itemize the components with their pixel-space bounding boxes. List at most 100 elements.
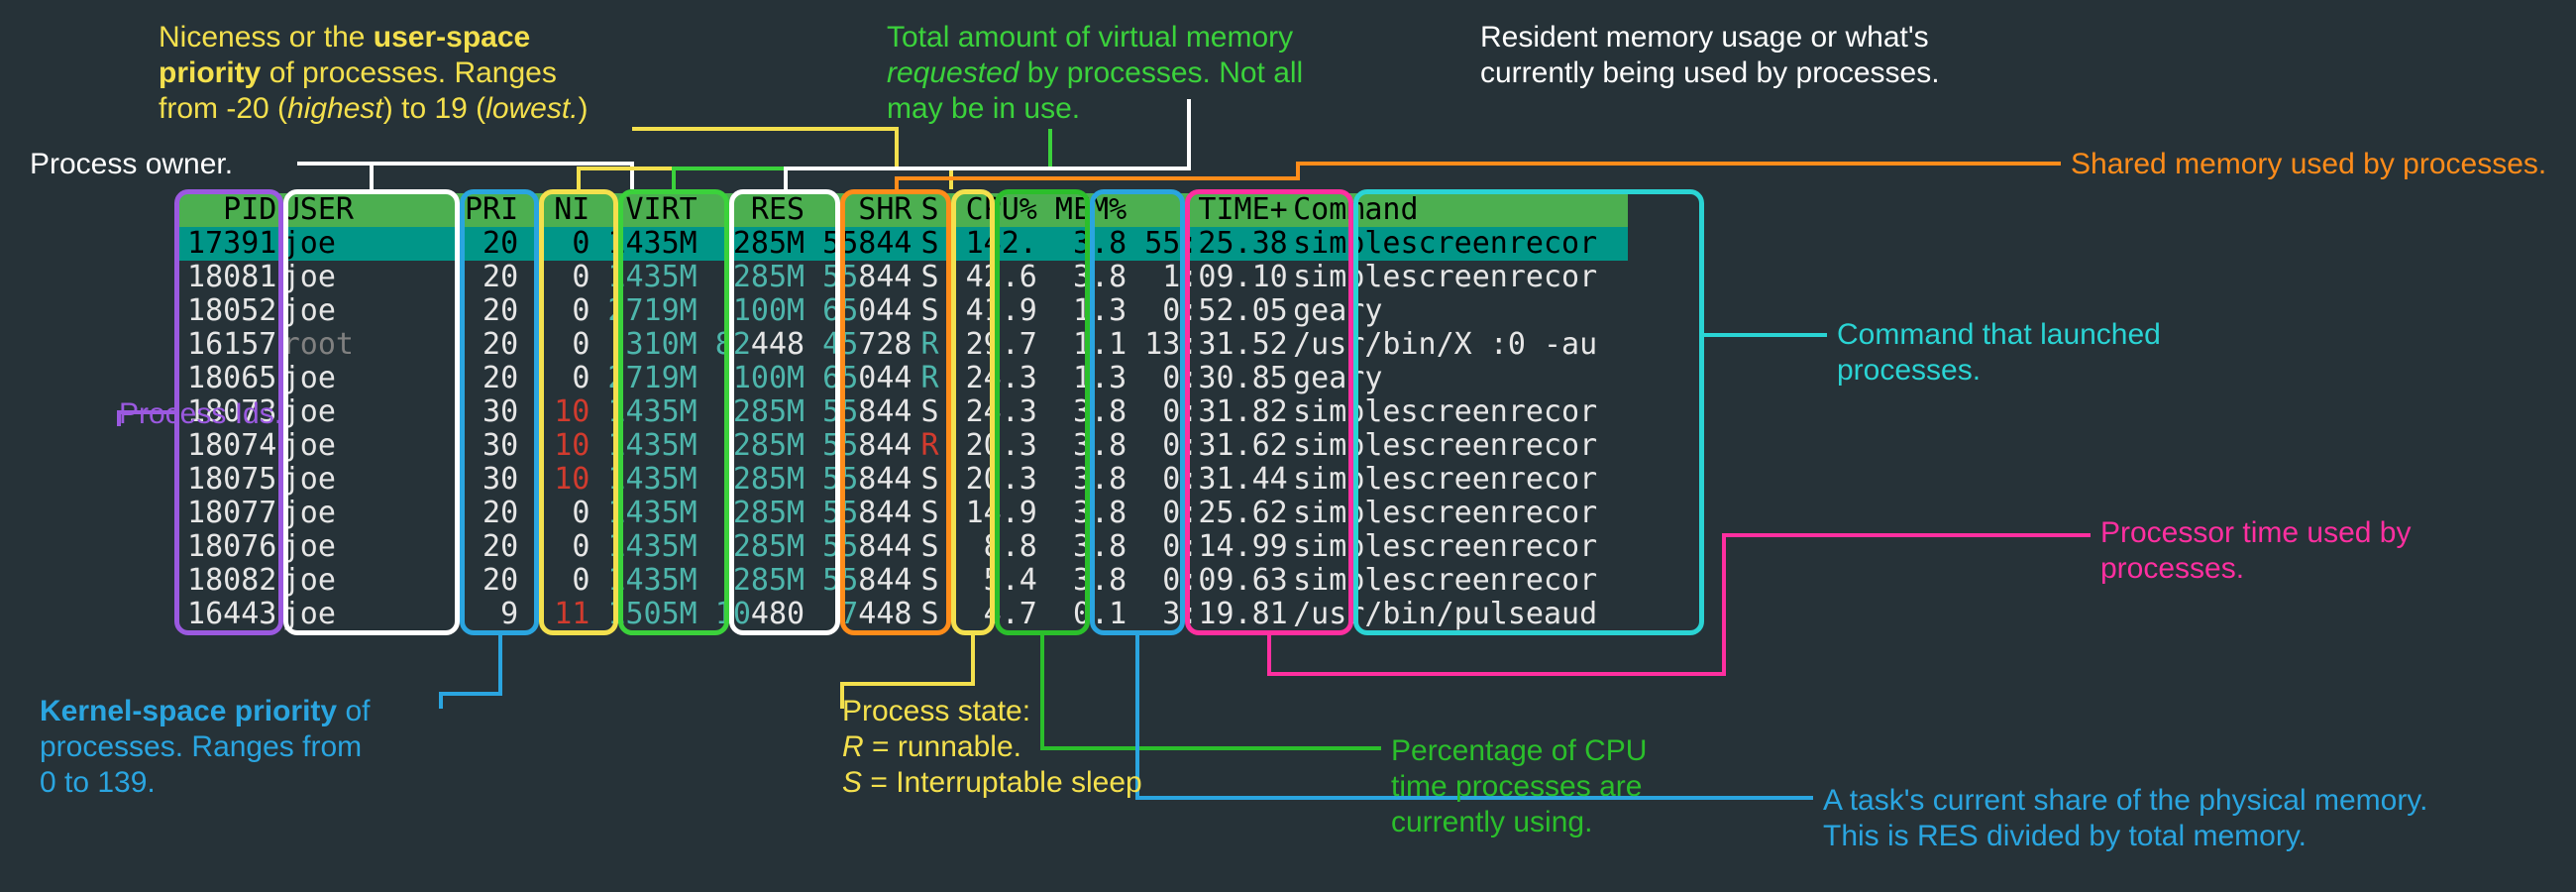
table-cell: 3.8 [1037, 463, 1127, 497]
table-cell: 4.7 [948, 598, 1037, 631]
label-ni: Niceness or the user-spacepriority of pr… [159, 20, 589, 127]
table-cell: 55844 [805, 564, 912, 598]
table-cell: 3.8 [1037, 530, 1127, 564]
table-cell: S [912, 227, 947, 261]
table-cell: joe [276, 564, 447, 598]
table-row: 18074joe30101435M285M55844R20.33.80:31.6… [178, 429, 1628, 463]
table-cell: joe [276, 497, 447, 530]
table-cell: 285M [698, 530, 805, 564]
table-cell: 0 [518, 294, 590, 328]
table-cell: 285M [698, 564, 805, 598]
table-cell: NI [518, 193, 590, 227]
table-cell: R [912, 362, 947, 395]
table-cell: 20 [447, 564, 518, 598]
table-cell: 10 [518, 463, 590, 497]
table-cell: 10480 [698, 598, 805, 631]
table-cell: joe [276, 530, 447, 564]
table-cell: S [912, 193, 947, 227]
table-cell: joe [276, 463, 447, 497]
table-cell: S [912, 564, 947, 598]
table-cell: 20 [447, 328, 518, 362]
label-shr: Shared memory used by processes. [2071, 147, 2546, 182]
table-cell: 55844 [805, 497, 912, 530]
label-s: Process state:R = runnable.S = Interrupt… [842, 694, 1142, 801]
label-pid: Process Ids. [119, 396, 282, 432]
table-cell: PID [178, 193, 276, 227]
table-cell: S [912, 261, 947, 294]
table-cell: 1435M [590, 429, 697, 463]
table-cell: 20 [447, 497, 518, 530]
table-cell: 0 [518, 328, 590, 362]
table-cell: 5.4 [948, 564, 1037, 598]
table-cell: 18065 [178, 362, 276, 395]
table-cell: SHR [805, 193, 912, 227]
table-cell: 14.9 [948, 497, 1037, 530]
table-cell: PRI [447, 193, 518, 227]
table-cell: 41.9 [948, 294, 1037, 328]
leader-line [674, 129, 1050, 189]
leader-line [632, 129, 951, 189]
table-cell: 0 [518, 564, 590, 598]
table-cell: 285M [698, 395, 805, 429]
table-cell: 65044 [805, 294, 912, 328]
table-cell: 55844 [805, 530, 912, 564]
table-cell: joe [276, 227, 447, 261]
table-cell: 285M [698, 429, 805, 463]
table-cell: simplescreenrecor [1288, 530, 1628, 564]
table-cell: 20 [447, 227, 518, 261]
table-cell: 45728 [805, 328, 912, 362]
table-cell: R [912, 429, 947, 463]
table-cell: 3.8 [1037, 395, 1127, 429]
table-cell: 1435M [590, 463, 697, 497]
table-cell: 3.8 [1037, 429, 1127, 463]
table-cell: 18052 [178, 294, 276, 328]
table-cell: geary [1288, 362, 1628, 395]
table-cell: 1435M [590, 564, 697, 598]
table-cell: 20 [447, 530, 518, 564]
table-cell: 1.1 [1037, 328, 1127, 362]
table-cell: 285M [698, 261, 805, 294]
leader-line [297, 164, 372, 189]
table-row: 18052joe2002719M100M65044S41.91.30:52.05… [178, 294, 1628, 328]
table-cell: 55844 [805, 429, 912, 463]
table-cell: 1435M [590, 395, 697, 429]
table-cell: 30 [447, 395, 518, 429]
table-cell: S [912, 598, 947, 631]
table-cell: 0.1 [1037, 598, 1127, 631]
table-cell: joe [276, 598, 447, 631]
table-cell: 9 [447, 598, 518, 631]
label-user: Process owner. [30, 147, 233, 182]
table-cell: 285M [698, 463, 805, 497]
table-cell: 55844 [805, 227, 912, 261]
table-cell: joe [276, 362, 447, 395]
table-cell: 0:09.63 [1127, 564, 1288, 598]
table-cell: 24.3 [948, 395, 1037, 429]
table-cell: 20 [447, 362, 518, 395]
table-cell: 20 [447, 261, 518, 294]
leader-line [297, 164, 632, 189]
table-cell: 3.8 [1037, 227, 1127, 261]
table-cell: 0:30.85 [1127, 362, 1288, 395]
table-cell: 0:31.62 [1127, 429, 1288, 463]
table-cell: /usr/bin/pulseaud [1288, 598, 1628, 631]
table-row: 18065joe2002719M100M65044R24.31.30:30.85… [178, 362, 1628, 395]
table-cell: S [912, 395, 947, 429]
table-cell: joe [276, 429, 447, 463]
table-cell: 1435M [590, 261, 697, 294]
table-cell: joe [276, 294, 447, 328]
label-virt: Total amount of virtual memoryrequested … [887, 20, 1303, 127]
table-cell: R [912, 328, 947, 362]
table-cell: TIME+ [1127, 193, 1288, 227]
table-cell: 0 [518, 362, 590, 395]
table-cell: 100M [698, 362, 805, 395]
table-cell: 11 [518, 598, 590, 631]
table-cell: simplescreenrecor [1288, 463, 1628, 497]
table-cell: 0:52.05 [1127, 294, 1288, 328]
table-cell: 1435M [590, 530, 697, 564]
table-cell: S [912, 294, 947, 328]
leader-line [897, 164, 2061, 189]
table-cell: 13:31.52 [1127, 328, 1288, 362]
table-cell: 1.3 [1037, 294, 1127, 328]
table-cell: 20.3 [948, 463, 1037, 497]
table-cell: USER [276, 193, 447, 227]
